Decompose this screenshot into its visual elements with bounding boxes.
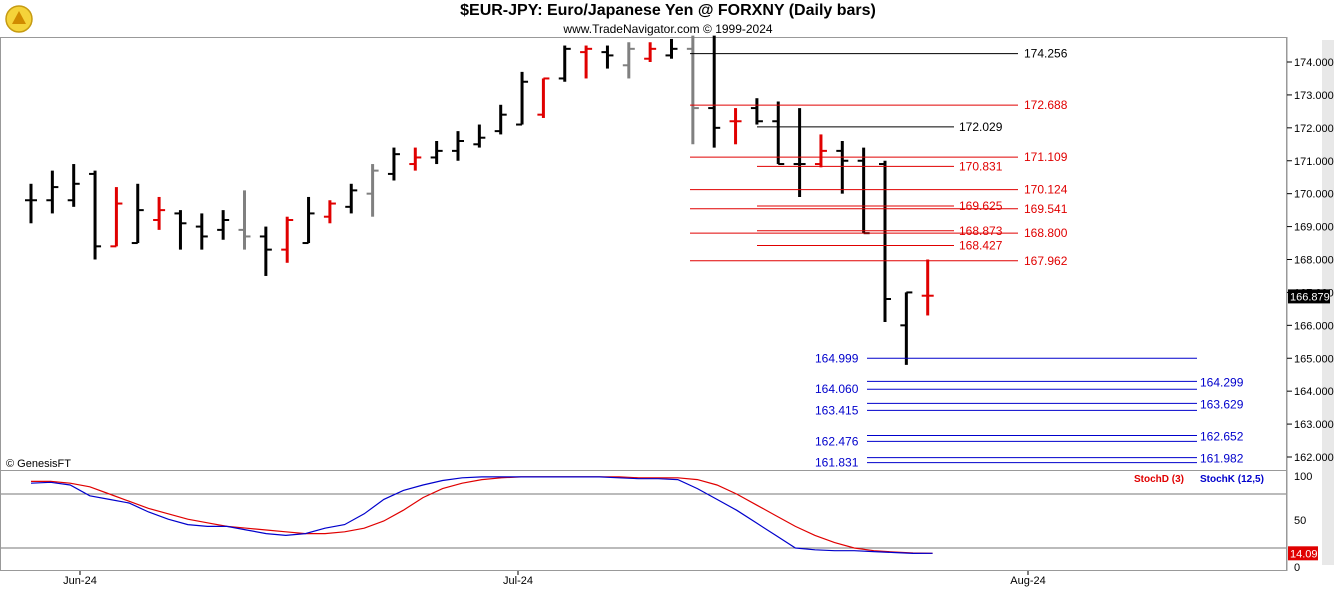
ohlc-bar — [430, 141, 443, 165]
resistance-label: 169.625 — [959, 199, 1003, 213]
ohlc-bar — [516, 71, 529, 126]
last-stoch-box — [1288, 546, 1318, 561]
y-tick-label: 174.000 — [1294, 57, 1334, 69]
ohlc-bar — [89, 170, 102, 260]
ohlc-bar — [46, 170, 59, 214]
ohlc-bar — [67, 164, 80, 207]
ohlc-bar — [195, 213, 208, 250]
ohlc-bar — [708, 35, 721, 148]
y-tick-label: 166.000 — [1294, 320, 1334, 332]
resistance-label: 169.541 — [1024, 202, 1068, 216]
last-stoch-label: 14.09 — [1290, 548, 1318, 560]
ohlc-bar — [452, 131, 464, 161]
y-tick-label: 162.000 — [1294, 452, 1334, 464]
support-label: 161.982 — [1200, 452, 1244, 466]
chart-subtitle: www.TradeNavigator.com © 1999-2024 — [563, 22, 773, 36]
ohlc-bar — [558, 45, 571, 82]
support-label: 164.060 — [815, 382, 859, 396]
ohlc-bar — [879, 160, 891, 323]
x-tick-label: Jun-24 — [63, 575, 97, 587]
stoch-series-line — [30, 476, 933, 555]
ohlc-bar — [494, 104, 507, 135]
ohlc-bar — [836, 141, 849, 194]
support-label: 162.476 — [815, 434, 859, 448]
ohlc-bar — [750, 98, 763, 125]
y-tick-label: 168.000 — [1294, 255, 1334, 267]
stoch-y-tick-label: 100 — [1294, 471, 1312, 483]
support-label: 164.299 — [1200, 375, 1244, 389]
ohlc-bar — [772, 101, 785, 166]
y-tick-label: 165.000 — [1294, 353, 1334, 365]
ohlc-bar — [729, 108, 742, 145]
ohlc-bar — [323, 200, 336, 224]
ohlc-bar — [644, 42, 657, 62]
ohlc-bar — [366, 164, 379, 217]
support-label: 163.629 — [1200, 397, 1244, 411]
ohlc-bar — [174, 210, 187, 250]
ohlc-bar — [25, 183, 37, 224]
ohlc-bar — [857, 147, 870, 235]
resistance-label: 170.831 — [959, 159, 1003, 173]
price-panel-frame — [0, 37, 1287, 471]
x-tick-label: Jul-24 — [503, 575, 533, 587]
ohlc-bar — [409, 147, 422, 171]
ohlc-bar — [537, 77, 550, 118]
y-tick-label: 169.000 — [1294, 222, 1334, 234]
ohlc-bar — [153, 196, 166, 230]
ohlc-bar — [921, 259, 934, 316]
genesis-logo-icon — [4, 4, 34, 34]
support-label: 162.652 — [1200, 430, 1244, 444]
ohlc-bar — [387, 147, 400, 181]
legend-stoch-k: StochK (12,5) — [1200, 474, 1264, 485]
y-tick-label: 163.000 — [1294, 419, 1334, 431]
chart-title: $EUR-JPY: Euro/Japanese Yen @ FORXNY (Da… — [460, 2, 876, 19]
support-label: 163.415 — [815, 403, 859, 417]
ohlc-bar — [793, 108, 806, 197]
ohlc-bar — [238, 190, 251, 250]
ohlc-bar — [580, 45, 593, 79]
y-tick-label: 173.000 — [1294, 90, 1334, 102]
resistance-label: 172.688 — [1024, 98, 1068, 112]
ohlc-bar — [302, 196, 315, 245]
ohlc-bar — [622, 42, 635, 79]
ohlc-bar — [110, 187, 123, 248]
resistance-label: 167.962 — [1024, 254, 1068, 268]
ohlc-bar — [259, 226, 272, 276]
ohlc-bar — [686, 35, 699, 145]
ohlc-bar — [814, 134, 827, 168]
stoch-y-tick-label: 0 — [1294, 562, 1300, 574]
y-tick-label: 170.000 — [1294, 189, 1334, 201]
ohlc-bar — [900, 291, 913, 365]
support-label: 164.999 — [815, 351, 859, 365]
ohlc-bar — [131, 183, 144, 245]
ohlc-bar — [345, 183, 358, 214]
legend-stoch-d: StochD (3) — [1134, 474, 1184, 485]
last-price-label: 166.879 — [1290, 291, 1330, 303]
resistance-label: 174.256 — [1024, 47, 1068, 61]
resistance-label: 170.124 — [1024, 183, 1068, 197]
support-label: 161.831 — [815, 456, 859, 470]
copyright-label: © GenesisFT — [6, 458, 71, 470]
ohlc-bar — [281, 216, 294, 263]
resistance-label: 168.800 — [1024, 226, 1068, 240]
ohlc-bar — [473, 124, 486, 148]
stoch-y-tick-label: 50 — [1294, 515, 1306, 527]
resistance-label: 168.873 — [959, 224, 1003, 238]
last-price-box — [1288, 289, 1330, 304]
resistance-label: 172.029 — [959, 120, 1003, 134]
ohlc-bar — [601, 45, 614, 69]
y-tick-label: 164.000 — [1294, 386, 1334, 398]
y-tick-label: 171.000 — [1294, 156, 1334, 168]
resistance-label: 168.427 — [959, 238, 1003, 252]
y-tick-label: 172.000 — [1294, 123, 1334, 135]
ohlc-bar — [665, 38, 678, 59]
ohlc-bar — [217, 210, 230, 240]
stoch-series-line — [31, 476, 933, 554]
resistance-label: 171.109 — [1024, 150, 1068, 164]
x-tick-label: Aug-24 — [1010, 575, 1045, 587]
